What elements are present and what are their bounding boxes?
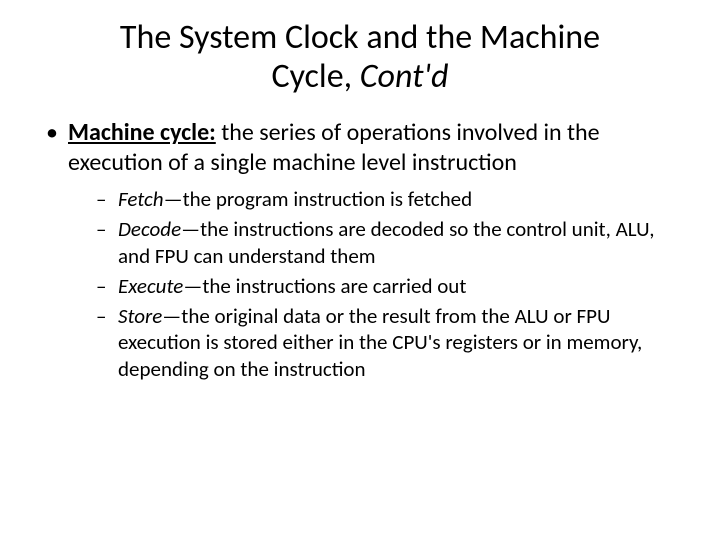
slide: The System Clock and the Machine Cycle, … (0, 0, 720, 540)
machine-cycle-term: Machine cycle: (68, 118, 216, 147)
step-desc: —the program instruction is fetched (164, 186, 473, 212)
step-name: Execute (118, 273, 183, 299)
step-desc: —the instructions are decoded so the con… (118, 216, 655, 268)
title-line2b: Cont'd (360, 56, 449, 97)
step-name: Decode (118, 216, 181, 242)
list-item: Fetch—the program instruction is fetched (96, 186, 680, 212)
slide-title: The System Clock and the Machine Cycle, … (40, 18, 680, 96)
list-item: Decode—the instructions are decoded so t… (96, 216, 680, 269)
step-desc: —the instructions are carried out (183, 273, 466, 299)
list-item: Execute—the instructions are carried out (96, 273, 680, 299)
steps-list: Fetch—the program instruction is fetched… (68, 186, 680, 382)
title-line2a: Cycle, (271, 56, 359, 97)
step-name: Fetch (118, 186, 164, 212)
step-desc: —the original data or the result from th… (118, 303, 642, 382)
step-name: Store (118, 303, 162, 329)
title-line1: The System Clock and the Machine (120, 17, 600, 58)
machine-cycle-item: Machine cycle: the series of operations … (46, 118, 680, 382)
main-list: Machine cycle: the series of operations … (40, 118, 680, 382)
list-item: Store—the original data or the result fr… (96, 303, 680, 382)
